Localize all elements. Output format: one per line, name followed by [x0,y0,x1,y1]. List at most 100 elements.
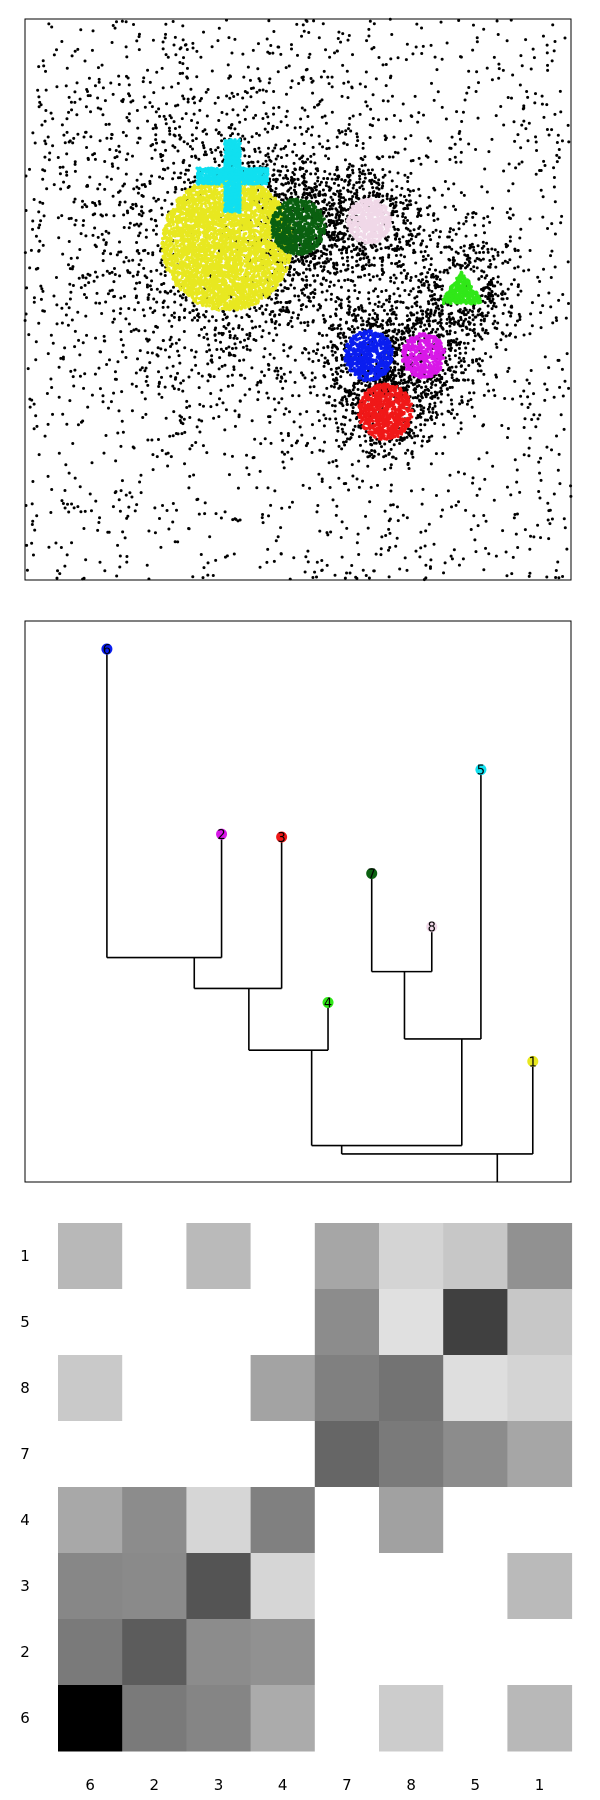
noise-point [423,544,427,548]
noise-point [529,369,533,373]
noise-point [355,477,359,481]
halo-point [464,351,468,355]
halo-point [305,187,309,191]
halo-point [296,273,300,277]
halo-point [414,235,418,239]
noise-point [288,370,292,374]
noise-point [510,572,514,576]
halo-point [289,319,293,323]
halo-point [322,346,326,350]
halo-point [370,448,374,452]
noise-point [406,179,410,183]
noise-point [308,283,312,287]
halo-point [275,333,279,337]
halo-point [322,244,326,248]
halo-point [471,360,475,364]
halo-point [343,198,347,202]
noise-point [96,235,100,239]
halo-point [491,254,495,258]
halo-point [319,265,323,269]
noise-point [499,105,503,109]
noise-point [550,59,554,63]
halo-point [392,376,396,380]
noise-point [37,95,41,99]
halo-point [509,314,513,318]
noise-point [91,29,95,33]
halo-point [378,192,382,196]
halo-point [391,335,395,339]
noise-point [303,570,307,574]
halo-point [441,423,445,427]
noise-point [120,419,124,423]
noise-point [434,452,438,456]
noise-point [30,398,34,402]
noise-point [90,393,94,397]
halo-point [374,244,378,248]
noise-point [82,386,86,390]
halo-point [302,180,306,184]
halo-point [396,171,400,175]
halo-point [203,315,207,319]
halo-point [367,260,371,264]
halo-point [394,196,398,200]
noise-point [501,529,505,533]
noise-point [334,438,338,442]
halo-point [277,313,281,317]
halo-point [329,257,333,261]
noise-point [340,94,344,98]
halo-point [317,303,321,307]
halo-point [143,397,147,401]
halo-point [452,317,456,321]
halo-point [94,336,98,340]
halo-point [157,380,161,384]
halo-point [61,252,65,256]
noise-point [346,304,350,308]
halo-point [405,242,409,246]
noise-point [192,304,196,308]
halo-point [137,234,141,238]
noise-point [58,572,62,576]
noise-point [313,436,317,440]
halo-point [327,244,331,248]
halo-point [142,182,146,186]
noise-point [420,444,424,448]
halo-point [450,311,454,315]
noise-point [56,569,60,573]
noise-point [330,75,334,79]
noise-point [70,502,74,506]
halo-point [403,173,407,177]
noise-point [173,292,177,296]
noise-point [180,117,184,121]
noise-point [473,334,477,338]
halo-point [369,485,373,489]
noise-point [97,200,101,204]
noise-point [409,171,413,175]
halo-point [97,366,101,370]
halo-point [419,423,423,427]
noise-point [36,88,40,92]
halo-point [301,258,305,262]
noise-point [423,423,427,427]
halo-point [434,274,438,278]
halo-point [343,415,347,419]
halo-point [335,168,339,172]
halo-point [336,426,340,430]
noise-point [37,65,41,69]
noise-point [118,150,122,154]
halo-point [275,177,279,181]
noise-point [324,48,328,52]
halo-point [457,227,461,231]
halo-point [286,169,290,173]
halo-point [167,126,171,130]
halo-point [381,258,385,262]
noise-point [288,505,292,509]
halo-point [293,126,297,130]
halo-point [132,223,136,227]
noise-point [47,545,51,549]
noise-point [487,150,491,154]
noise-point [557,147,561,151]
noise-point [186,97,190,101]
halo-point [232,336,236,340]
noise-point [379,547,383,551]
halo-point [330,324,334,328]
